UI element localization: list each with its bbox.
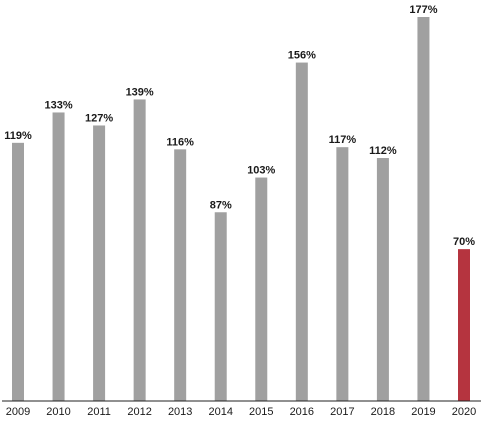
bar-2016 — [295, 62, 308, 402]
x-tick-label-2012: 2012 — [127, 406, 151, 418]
value-label-2011: 127% — [85, 112, 113, 124]
value-label-2019: 177% — [409, 4, 437, 16]
value-label-2014: 87% — [210, 199, 232, 211]
bar-2020 — [458, 249, 470, 401]
bar-2014 — [214, 212, 227, 401]
x-tick-label-2016: 2016 — [290, 406, 314, 418]
x-tick-label-2020: 2020 — [452, 406, 476, 418]
bar-2010 — [52, 112, 65, 402]
x-tick-label-2011: 2011 — [87, 406, 111, 418]
bar-2012 — [133, 99, 146, 401]
value-label-2016: 156% — [288, 50, 316, 62]
bar-2009 — [12, 142, 24, 401]
x-tick-label-2010: 2010 — [46, 406, 70, 418]
bar-2017 — [336, 147, 349, 401]
x-tick-label-2015: 2015 — [249, 406, 273, 418]
value-label-2010: 133% — [44, 99, 72, 111]
value-label-2009: 119% — [4, 130, 32, 142]
value-label-2012: 139% — [126, 86, 154, 98]
bar-2015 — [255, 177, 268, 401]
value-labels-group: 119% 133% 127% 139% 116% 87% 103% 156% 117% 112% 1… — [4, 4, 475, 248]
x-tick-label-2014: 2014 — [208, 406, 232, 418]
value-label-2017: 117% — [329, 134, 357, 146]
value-label-2013: 116% — [166, 136, 194, 148]
value-label-2018: 112% — [369, 145, 397, 157]
value-label-2015: 103% — [247, 165, 275, 177]
x-tick-label-2019: 2019 — [411, 406, 435, 418]
bar-2019 — [417, 17, 430, 401]
bars-group — [12, 17, 470, 402]
x-tick-label-2017: 2017 — [330, 406, 354, 418]
x-tick-label-2009: 2009 — [6, 406, 30, 418]
bar-2013 — [174, 149, 187, 401]
bar-2018 — [376, 158, 389, 401]
x-tick-labels-group: 2009 2010 2011 2012 2013 2014 2015 2016 2017 2018… — [6, 406, 476, 418]
bar-2011 — [93, 125, 106, 401]
x-tick-label-2018: 2018 — [371, 406, 395, 418]
x-tick-label-2013: 2013 — [168, 406, 192, 418]
value-label-2020: 70% — [453, 236, 475, 248]
